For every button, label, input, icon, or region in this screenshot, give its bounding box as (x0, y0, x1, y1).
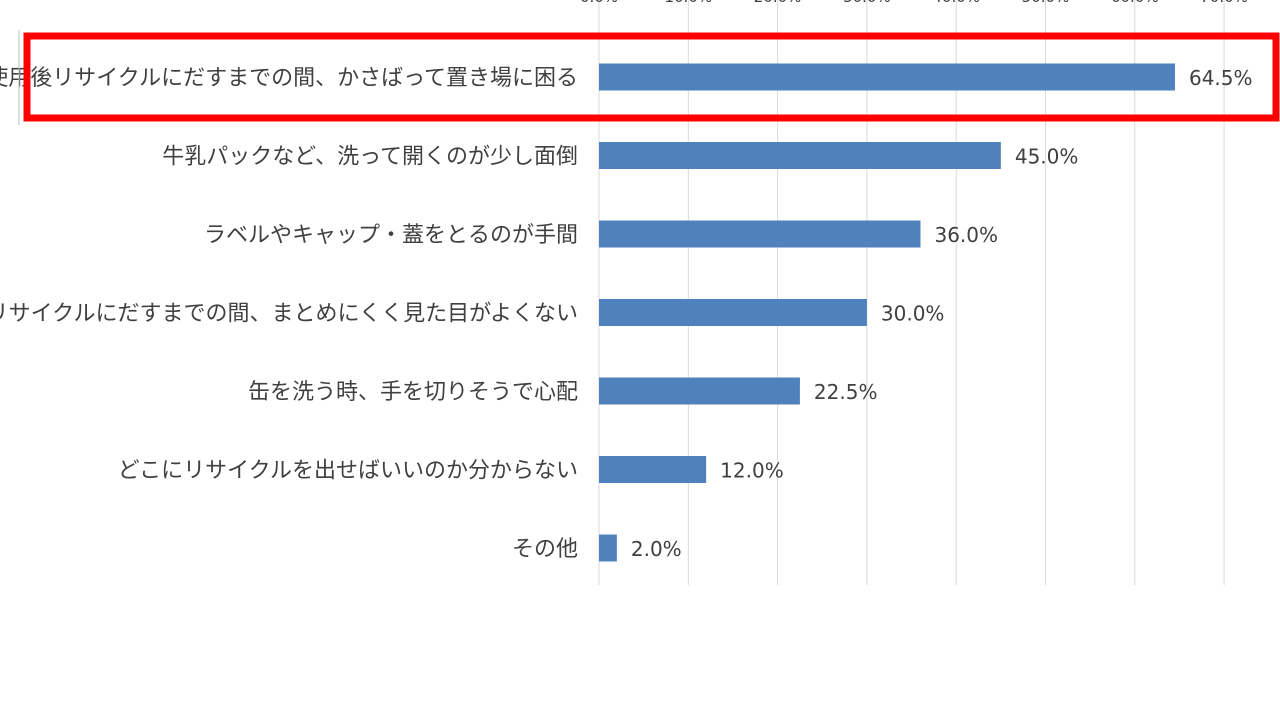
category-label: 缶を洗う時、手を切りそうで心配 (248, 380, 578, 405)
category-label: 使用後リサイクルにだすまでの間、まとめにくく見た目がよくない (0, 302, 578, 327)
x-tick-label: 50.0% (1022, 0, 1070, 6)
highlight-box (23, 32, 1280, 122)
x-tick-label: 40.0% (932, 0, 980, 6)
data-label: 64.5% (1189, 66, 1253, 90)
data-label: 2.0% (631, 537, 682, 561)
bar (599, 63, 1175, 91)
category-label: 牛乳パックなど、洗って開くのが少し面倒 (162, 145, 578, 170)
x-tick-label: 30.0% (843, 0, 891, 6)
x-tick-label: 60.0% (1111, 0, 1159, 6)
data-label: 30.0% (881, 302, 945, 326)
data-label: 36.0% (934, 223, 998, 247)
x-tick-label: 20.0% (754, 0, 802, 6)
bar (599, 142, 1001, 169)
x-tick-label: 70.0% (1200, 0, 1248, 6)
bar (599, 377, 800, 405)
category-label: 使用後リサイクルにだすまでの間、かさばって置き場に困る (0, 66, 578, 91)
bar (599, 220, 921, 248)
category-label: その他 (512, 537, 578, 562)
x-tick-label: 10.0% (664, 0, 712, 6)
bar (599, 456, 707, 483)
data-label: 22.5% (814, 380, 878, 404)
category-label: どこにリサイクルを出せばいいのか分からない (118, 459, 578, 484)
data-label: 45.0% (1015, 145, 1079, 169)
data-label: 12.0% (720, 459, 784, 483)
category-label: ラベルやキャップ・蓋をとるのが手間 (204, 223, 578, 248)
x-tick-label: 0.0% (580, 0, 618, 6)
bar (599, 534, 617, 562)
bar (599, 299, 867, 326)
